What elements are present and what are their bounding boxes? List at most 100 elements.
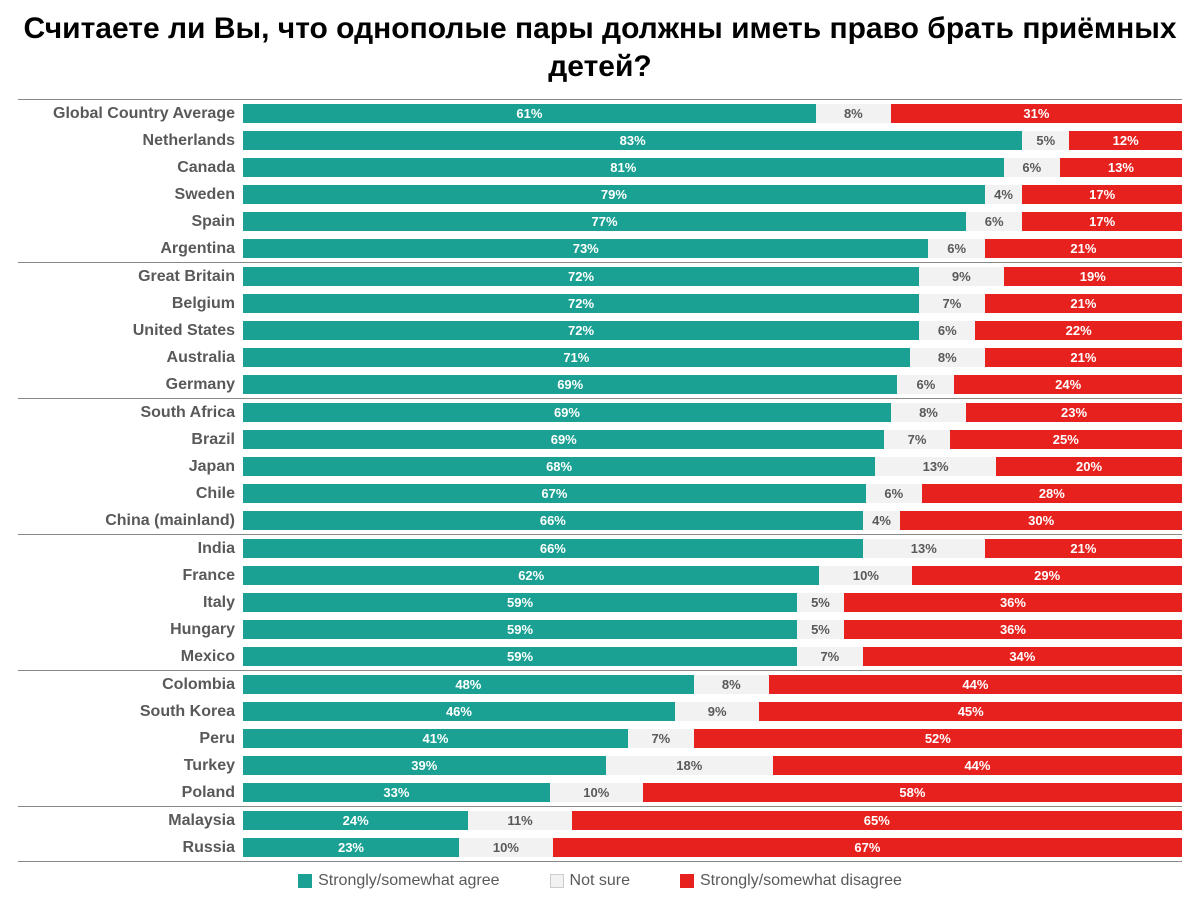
segment-agree: 69% (243, 430, 884, 449)
chart-row: Colombia48%8%44% (18, 671, 1182, 698)
chart-row: Chile67%6%28% (18, 480, 1182, 507)
segment-agree: 71% (243, 348, 910, 367)
chart-row: Argentina73%6%21% (18, 235, 1182, 262)
row-label: Brazil (18, 431, 243, 449)
segment-agree: 69% (243, 375, 897, 394)
chart-group: Global Country Average61%8%31%Netherland… (18, 99, 1182, 262)
segment-disagree: 22% (975, 321, 1182, 340)
stacked-bar: 59%5%36% (243, 593, 1182, 612)
chart-row: South Korea46%9%45% (18, 698, 1182, 725)
row-label: Malaysia (18, 812, 243, 830)
segment-agree: 72% (243, 294, 919, 313)
segment-agree: 69% (243, 403, 891, 422)
stacked-bar: 23%10%67% (243, 838, 1182, 857)
row-label: South Korea (18, 703, 243, 721)
chart-row: Malaysia24%11%65% (18, 807, 1182, 834)
stacked-bar: 59%7%34% (243, 647, 1182, 666)
segment-disagree: 12% (1069, 131, 1182, 150)
row-label: Japan (18, 458, 243, 476)
stacked-bar: 68%13%20% (243, 457, 1182, 476)
segment-disagree: 30% (900, 511, 1182, 530)
stacked-bar: 24%11%65% (243, 811, 1182, 830)
chart-row: Sweden79%4%17% (18, 181, 1182, 208)
legend: Strongly/somewhat agree Not sure Strongl… (18, 872, 1182, 890)
stacked-bar: 61%8%31% (243, 104, 1182, 123)
chart-row: Mexico59%7%34% (18, 643, 1182, 670)
chart-row: Poland33%10%58% (18, 779, 1182, 806)
row-label: Colombia (18, 676, 243, 694)
chart-group: Colombia48%8%44%South Korea46%9%45% Peru 4… (18, 670, 1182, 806)
chart-rows: Global Country Average61%8%31%Netherland… (18, 99, 1182, 862)
segment-agree: 81% (243, 158, 1004, 177)
row-label: Italy (18, 594, 243, 612)
segment-notsure: 10% (819, 566, 912, 585)
stacked-bar: 48%8%44% (243, 675, 1182, 694)
segment-disagree: 19% (1004, 267, 1182, 286)
chart-row: Turkey39%18%44% (18, 752, 1182, 779)
segment-notsure: 9% (919, 267, 1004, 286)
segment-disagree: 29% (912, 566, 1182, 585)
stacked-bar: 73%6%21% (243, 239, 1182, 258)
segment-notsure: 6% (966, 212, 1022, 231)
legend-item-disagree: Strongly/somewhat disagree (680, 872, 902, 890)
chart-row: Japan68%13%20% (18, 453, 1182, 480)
segment-disagree: 25% (950, 430, 1182, 449)
stacked-bar: 66%13%21% (243, 539, 1182, 558)
stacked-bar: 77%6%17% (243, 212, 1182, 231)
segment-notsure: 6% (928, 239, 984, 258)
segment-disagree: 20% (996, 457, 1182, 476)
stacked-bar: 59%5%36% (243, 620, 1182, 639)
chart-row: Canada81%6%13% (18, 154, 1182, 181)
row-label: Spain (18, 213, 243, 231)
stacked-bar: 66%4%30% (243, 511, 1182, 530)
segment-disagree: 34% (863, 647, 1182, 666)
segment-disagree: 21% (985, 239, 1182, 258)
segment-disagree: 65% (572, 811, 1182, 830)
segment-notsure: 5% (797, 593, 844, 612)
segment-agree: 33% (243, 783, 550, 802)
segment-agree: 66% (243, 539, 863, 558)
chart-row: Russia23%10%67% (18, 834, 1182, 861)
segment-disagree: 23% (966, 403, 1182, 422)
row-label: Peru (18, 730, 243, 748)
segment-notsure: 9% (675, 702, 760, 721)
segment-disagree: 67% (553, 838, 1182, 857)
segment-agree: 61% (243, 104, 816, 123)
segment-agree: 66% (243, 511, 863, 530)
chart-row: Germany69%6%24% (18, 371, 1182, 398)
legend-label-disagree: Strongly/somewhat disagree (700, 872, 902, 890)
chart-row: Global Country Average61%8%31% (18, 100, 1182, 127)
segment-disagree: 28% (922, 484, 1182, 503)
chart-row: Hungary59%5%36% (18, 616, 1182, 643)
segment-notsure: 7% (628, 729, 694, 748)
legend-swatch-agree (298, 874, 312, 888)
segment-agree: 59% (243, 593, 797, 612)
segment-notsure: 11% (468, 811, 571, 830)
segment-disagree: 24% (954, 375, 1182, 394)
segment-notsure: 13% (875, 457, 996, 476)
segment-agree: 59% (243, 647, 797, 666)
segment-notsure: 4% (985, 185, 1023, 204)
row-label: Belgium (18, 295, 243, 313)
legend-swatch-disagree (680, 874, 694, 888)
segment-disagree: 58% (643, 783, 1182, 802)
segment-notsure: 7% (884, 430, 949, 449)
row-label: India (18, 540, 243, 558)
row-label: Great Britain (18, 268, 243, 286)
stacked-bar: 39%18%44% (243, 756, 1182, 775)
stacked-bar: 69%8%23% (243, 403, 1182, 422)
row-label: South Africa (18, 404, 243, 422)
legend-item-agree: Strongly/somewhat agree (298, 872, 499, 890)
segment-agree: 39% (243, 756, 606, 775)
segment-agree: 73% (243, 239, 928, 258)
segment-notsure: 7% (797, 647, 863, 666)
chart-row: India66%13%21% (18, 535, 1182, 562)
chart-row: Great Britain72%9%19% (18, 263, 1182, 290)
row-label: France (18, 567, 243, 585)
stacked-bar: 72%7%21% (243, 294, 1182, 313)
chart-row: Netherlands83%5%12% (18, 127, 1182, 154)
segment-disagree: 52% (694, 729, 1182, 748)
stacked-bar: 83%5%12% (243, 131, 1182, 150)
segment-agree: 77% (243, 212, 966, 231)
segment-notsure: 6% (919, 321, 975, 340)
